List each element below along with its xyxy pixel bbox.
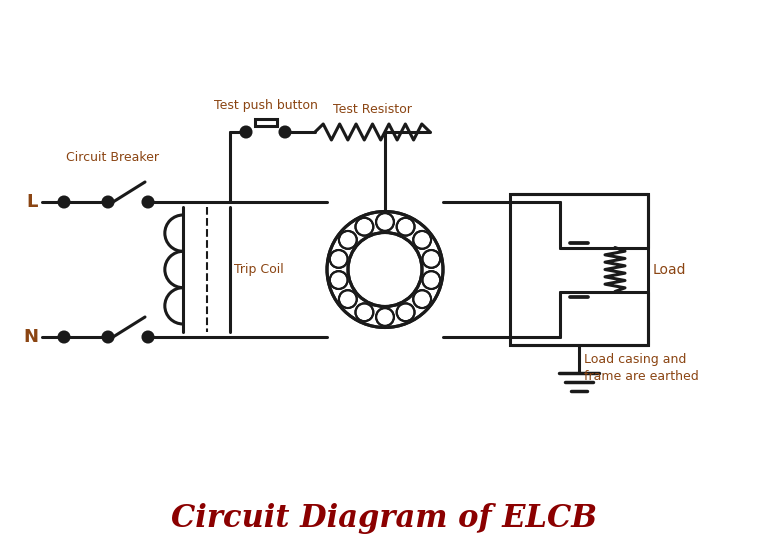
Circle shape [349,234,421,305]
Text: Trip Coil: Trip Coil [234,263,283,276]
Circle shape [59,332,69,342]
Text: Circuit Breaker: Circuit Breaker [67,151,160,164]
Text: Load casing and
frame are earthed: Load casing and frame are earthed [584,353,699,383]
Circle shape [376,213,394,231]
Bar [510,194,648,345]
Circle shape [413,231,431,249]
Text: Test Resistor: Test Resistor [333,103,412,116]
Circle shape [376,308,394,326]
Text: Load: Load [653,262,687,277]
Circle shape [397,218,415,235]
Text: N: N [23,328,38,346]
Circle shape [329,271,348,289]
Circle shape [143,332,153,342]
Circle shape [329,250,348,268]
Circle shape [103,332,113,342]
Circle shape [103,197,113,207]
Circle shape [356,218,373,235]
Circle shape [241,127,251,137]
Circle shape [422,271,440,289]
Circle shape [339,290,357,308]
Circle shape [328,212,442,327]
Circle shape [422,250,440,268]
Circle shape [356,304,373,321]
Circle shape [413,290,431,308]
Circle shape [280,127,290,137]
Text: L: L [27,193,38,211]
Text: Test push button: Test push button [214,99,317,112]
Text: Circuit Diagram of ELCB: Circuit Diagram of ELCB [171,503,597,534]
Circle shape [59,197,69,207]
Circle shape [339,231,357,249]
Circle shape [143,197,153,207]
Bar [254,119,276,126]
Circle shape [397,304,415,321]
